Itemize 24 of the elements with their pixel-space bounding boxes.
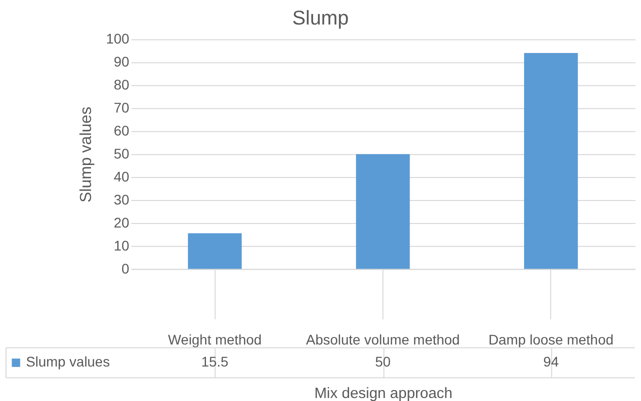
x-axis-title: Mix design approach: [314, 385, 452, 401]
chart-title: Slump: [292, 7, 349, 30]
y-tick-label: 30: [114, 192, 130, 208]
x-tick-label: Damp loose method: [488, 331, 614, 348]
y-tick-label: 90: [114, 54, 130, 70]
y-tick-label: 10: [114, 237, 130, 254]
data-label: 50: [375, 354, 391, 370]
y-tick-label: 60: [114, 122, 130, 139]
y-tick-label: 20: [114, 214, 130, 230]
data-label: 15.5: [201, 354, 229, 370]
y-tick-label: 100: [106, 30, 130, 47]
y-tick-label: 80: [114, 76, 130, 93]
y-tick-label: 40: [114, 168, 130, 185]
bar: [188, 233, 242, 269]
bar: [524, 53, 578, 269]
data-label: 94: [543, 354, 559, 370]
y-axis-title: Slump values: [78, 106, 95, 203]
x-tick-label: Absolute volume method: [306, 331, 460, 348]
y-tick-label: 70: [114, 100, 130, 116]
x-tick-label: Weight method: [168, 331, 262, 348]
legend-label: Slump values: [26, 354, 110, 370]
bar: [356, 154, 410, 269]
y-tick-label: 0: [122, 260, 130, 276]
y-tick-label: 50: [114, 146, 130, 162]
